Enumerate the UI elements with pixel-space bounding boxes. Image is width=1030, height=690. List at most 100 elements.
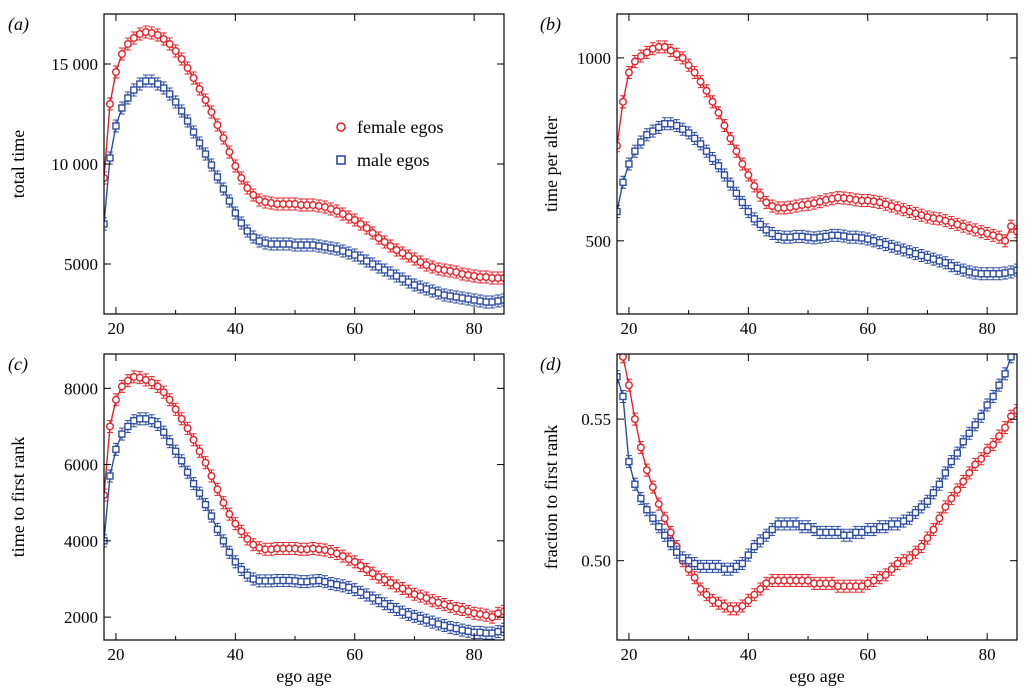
data-point-female <box>350 215 359 224</box>
data-point-male <box>321 243 329 251</box>
data-point-male <box>494 627 502 636</box>
data-point-female <box>123 40 132 49</box>
x-tick-label: 40 <box>740 645 757 664</box>
data-point-male <box>881 523 890 531</box>
data-point-male <box>617 372 621 381</box>
data-point-male <box>357 254 365 262</box>
data-point-male <box>989 392 997 401</box>
data-point-female <box>1007 412 1016 421</box>
data-point-male <box>810 234 818 242</box>
data-point-male <box>792 232 800 241</box>
data-point-female <box>642 466 651 475</box>
data-point-male <box>112 122 120 130</box>
data-point-female <box>983 446 992 455</box>
data-point-male <box>255 237 263 245</box>
data-point-male <box>780 520 788 528</box>
data-point-male <box>106 472 114 480</box>
data-point-male <box>870 525 878 534</box>
data-point-male <box>828 528 836 537</box>
data-point-female <box>404 251 413 260</box>
plot-frame <box>616 13 1018 315</box>
data-point-female <box>398 248 407 257</box>
data-point-female <box>201 458 210 467</box>
data-point-male <box>893 520 902 528</box>
data-point-female <box>380 575 389 584</box>
data-point-male <box>655 523 663 531</box>
data-point-female <box>362 223 371 232</box>
data-point-male <box>887 242 896 251</box>
data-point-female <box>500 607 504 616</box>
data-point-male <box>440 291 448 299</box>
y-tick-label: 0.50 <box>581 552 611 571</box>
data-point-male <box>971 269 979 277</box>
data-point-female <box>636 52 645 61</box>
panel-a: 20 40 60 80 5000 10 000 15 000 total time (a) <box>8 13 505 338</box>
data-point-male <box>333 245 341 253</box>
data-point-male <box>661 531 669 539</box>
data-point-male <box>726 565 735 573</box>
data-point-male <box>702 562 711 571</box>
data-point-male <box>816 233 824 241</box>
data-point-male <box>905 248 914 256</box>
data-point-female <box>350 557 359 566</box>
data-point-male <box>708 154 717 163</box>
data-point-male <box>285 576 293 585</box>
data-point-male <box>225 548 234 556</box>
data-point-male <box>655 123 663 132</box>
data-point-male <box>380 600 389 608</box>
data-point-male <box>935 480 944 488</box>
data-point-male <box>309 241 317 249</box>
data-point-male <box>130 86 138 94</box>
y-tick-label: 1000 <box>577 49 611 68</box>
plot-frame <box>103 353 505 641</box>
data-point-male <box>828 231 836 240</box>
data-point-female <box>237 173 246 182</box>
data-point-male <box>315 576 323 585</box>
data-point-male <box>667 540 675 548</box>
data-point-female <box>971 460 980 469</box>
x-tick-label: 20 <box>107 319 124 338</box>
data-point-female <box>338 552 347 561</box>
y-axis-label: time per alter <box>541 116 561 212</box>
data-point-male <box>750 542 759 551</box>
data-point-male <box>822 232 830 241</box>
data-point-female <box>105 99 114 108</box>
data-point-female <box>189 435 198 444</box>
data-point-female <box>720 121 729 130</box>
data-point-male <box>631 480 639 488</box>
data-point-male <box>977 412 985 420</box>
data-point-female <box>368 569 377 578</box>
data-point-male <box>261 239 269 247</box>
data-point-female <box>374 233 383 242</box>
data-point-male <box>386 269 395 277</box>
x-tick-label: 80 <box>979 319 996 338</box>
data-point-female <box>744 170 753 179</box>
data-point-female <box>881 570 890 579</box>
x-tick-label: 20 <box>107 645 124 664</box>
panel-label: (a) <box>8 14 29 35</box>
data-point-female <box>243 534 252 543</box>
data-point-male <box>617 207 621 216</box>
data-point-male <box>786 520 794 528</box>
data-point-male <box>947 457 956 466</box>
data-point-female <box>738 159 747 168</box>
data-point-male <box>696 562 705 571</box>
data-point-male <box>345 249 353 257</box>
data-point-male <box>649 514 657 522</box>
data-point-male <box>917 251 926 260</box>
data-point-female <box>225 510 234 519</box>
legend-female-marker <box>336 122 346 132</box>
data-point-male <box>404 278 413 286</box>
data-point-male <box>351 251 359 259</box>
data-point-male <box>368 260 377 268</box>
data-point-male <box>864 525 872 534</box>
panel-label: (d) <box>540 354 561 375</box>
data-point-male <box>971 421 979 429</box>
x-tick-label: 60 <box>859 319 876 338</box>
legend-male-marker <box>336 155 346 165</box>
x-tick-label: 20 <box>620 645 637 664</box>
data-point-male <box>106 154 114 162</box>
data-point-male <box>374 263 383 271</box>
data-point-male <box>243 571 251 579</box>
data-point-male <box>476 628 484 637</box>
